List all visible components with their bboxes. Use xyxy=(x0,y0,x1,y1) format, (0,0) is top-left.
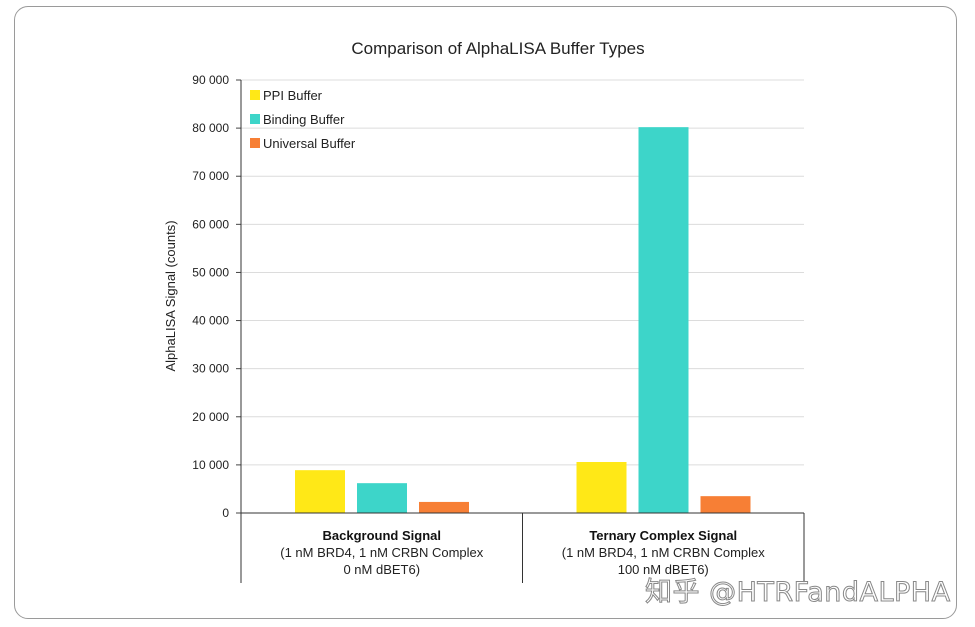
y-tick-label: 40 000 xyxy=(192,314,229,328)
legend-label: PPI Buffer xyxy=(263,88,323,103)
y-tick-label: 50 000 xyxy=(192,265,229,279)
category-subtitle: (1 nM BRD4, 1 nM CRBN Complex xyxy=(280,545,483,560)
legend-swatch xyxy=(250,138,260,148)
y-tick-label: 70 000 xyxy=(192,169,229,183)
bar-binding-buffer xyxy=(638,127,689,513)
y-axis-label: AlphaLISA Signal (counts) xyxy=(163,220,178,371)
category-subtitle: 0 nM dBET6) xyxy=(343,562,420,577)
category-subtitle: (1 nM BRD4, 1 nM CRBN Complex xyxy=(562,545,765,560)
bar-ppi-buffer xyxy=(576,462,627,513)
bar-binding-buffer xyxy=(357,483,407,513)
bar-universal-buffer xyxy=(700,496,751,513)
bar-universal-buffer xyxy=(419,501,469,513)
bar-ppi-buffer xyxy=(295,470,345,513)
chart-frame xyxy=(14,6,957,619)
legend-swatch xyxy=(250,114,260,124)
category-title: Background Signal xyxy=(323,528,441,543)
watermark: 知乎 @HTRFandALPHA xyxy=(645,577,951,609)
legend-label: Binding Buffer xyxy=(263,112,345,127)
y-tick-label: 20 000 xyxy=(192,410,229,424)
y-tick-label: 0 xyxy=(222,506,229,520)
category-title: Ternary Complex Signal xyxy=(589,528,737,543)
y-tick-label: 60 000 xyxy=(192,217,229,231)
y-tick-label: 90 000 xyxy=(192,73,229,87)
y-tick-label: 30 000 xyxy=(192,362,229,376)
legend-swatch xyxy=(250,90,260,100)
chart-title: Comparison of AlphaLISA Buffer Types xyxy=(351,39,644,58)
y-tick-label: 10 000 xyxy=(192,458,229,472)
y-tick-label: 80 000 xyxy=(192,121,229,135)
category-subtitle: 100 nM dBET6) xyxy=(618,562,709,577)
legend-label: Universal Buffer xyxy=(263,136,356,151)
